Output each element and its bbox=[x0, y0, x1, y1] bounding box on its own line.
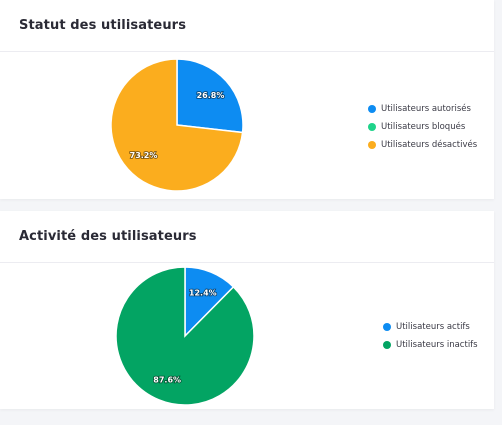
user-status-header: Statut des utilisateurs bbox=[0, 0, 494, 52]
legend-item-authorized[interactable]: Utilisateurs autorisés bbox=[368, 102, 477, 116]
legend-dot-active bbox=[383, 323, 391, 331]
user-status-title: Statut des utilisateurs bbox=[19, 18, 187, 33]
legend-item-inactive[interactable]: Utilisateurs inactifs bbox=[383, 338, 478, 352]
pie-slice-inactive[interactable] bbox=[115, 266, 255, 406]
data-label-authorized: 26.8% bbox=[197, 91, 225, 100]
data-label-deactivated: 73.2% bbox=[130, 151, 158, 160]
pie-slice-deactivated[interactable] bbox=[110, 58, 244, 192]
legend-label-active: Utilisateurs actifs bbox=[396, 322, 470, 332]
activity-pie: 12.4% 87.6% bbox=[115, 266, 255, 406]
legend-dot-inactive bbox=[383, 341, 391, 349]
legend-item-deactivated[interactable]: Utilisateurs désactivés bbox=[368, 138, 477, 152]
user-status-card: Statut des utilisateurs bbox=[0, 0, 494, 199]
pie-slice-authorized[interactable] bbox=[176, 58, 244, 134]
legend-label-blocked: Utilisateurs bloqués bbox=[381, 122, 466, 132]
status-pie: 26.8% 73.2% bbox=[110, 58, 244, 192]
data-label-inactive: 87.6% bbox=[153, 375, 181, 384]
data-label-active: 12.4% bbox=[189, 289, 217, 298]
user-status-legend: Utilisateurs autorisés Utilisateurs bloq… bbox=[368, 102, 477, 152]
legend-label-inactive: Utilisateurs inactifs bbox=[396, 340, 478, 350]
legend-item-active[interactable]: Utilisateurs actifs bbox=[383, 320, 478, 334]
user-activity-title: Activité des utilisateurs bbox=[19, 229, 197, 244]
legend-item-blocked[interactable]: Utilisateurs bloqués bbox=[368, 120, 477, 134]
user-activity-legend: Utilisateurs actifs Utilisateurs inactif… bbox=[383, 320, 478, 352]
legend-dot-deactivated bbox=[368, 141, 376, 149]
user-activity-header: Activité des utilisateurs bbox=[0, 211, 494, 263]
legend-label-authorized: Utilisateurs autorisés bbox=[381, 104, 471, 114]
legend-dot-authorized bbox=[368, 105, 376, 113]
legend-dot-blocked bbox=[368, 123, 376, 131]
legend-label-deactivated: Utilisateurs désactivés bbox=[381, 140, 478, 150]
